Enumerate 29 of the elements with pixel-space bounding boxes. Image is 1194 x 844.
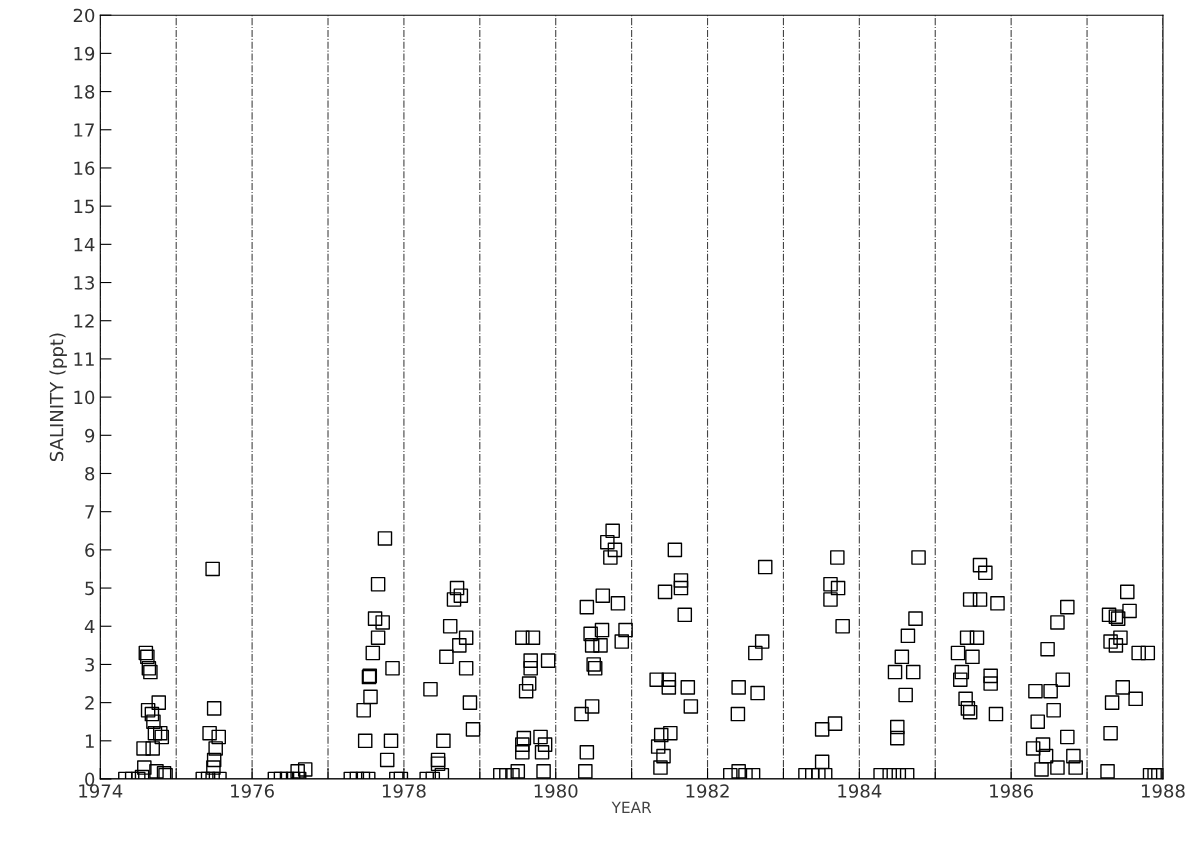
y-tick-label: 16 [74, 161, 95, 176]
y-tick-label: 17 [74, 123, 94, 137]
y-tick-label: 12 [74, 314, 94, 328]
y-tick-label: 4 [84, 619, 95, 634]
y-tick-label: 15 [74, 199, 94, 214]
y-tick-label: 8 [85, 466, 95, 481]
x-tick-label: 1978 [382, 784, 426, 798]
y-tick-label: 18 [74, 85, 95, 99]
y-axis-title: SALINITY (ppt) [49, 333, 67, 462]
y-tick-label: 13 [74, 275, 94, 290]
y-tick-label: 20 [73, 8, 95, 23]
x-tick-label: 1988 [1141, 784, 1185, 798]
y-tick-label: 11 [74, 352, 94, 366]
y-tick-label: 9 [85, 428, 95, 443]
y-tick-label: 7 [85, 505, 94, 519]
y-tick-label: 2 [85, 696, 94, 710]
y-tick-label: 6 [85, 543, 95, 557]
x-tick-label: 1982 [686, 784, 729, 798]
x-axis-title: YEAR [611, 801, 652, 813]
x-tick-label: 1986 [990, 784, 1033, 798]
y-tick-label: 3 [85, 657, 94, 672]
y-tick-label: 1 [85, 734, 94, 748]
y-tick-label: 10 [74, 390, 95, 405]
y-tick-label: 14 [74, 238, 95, 252]
y-tick-label: 5 [85, 581, 94, 596]
y-tick-label: 19 [74, 46, 95, 61]
x-tick-label: 1976 [231, 784, 274, 798]
x-tick-label: 1980 [534, 784, 578, 798]
x-tick-label: 1984 [838, 784, 882, 798]
